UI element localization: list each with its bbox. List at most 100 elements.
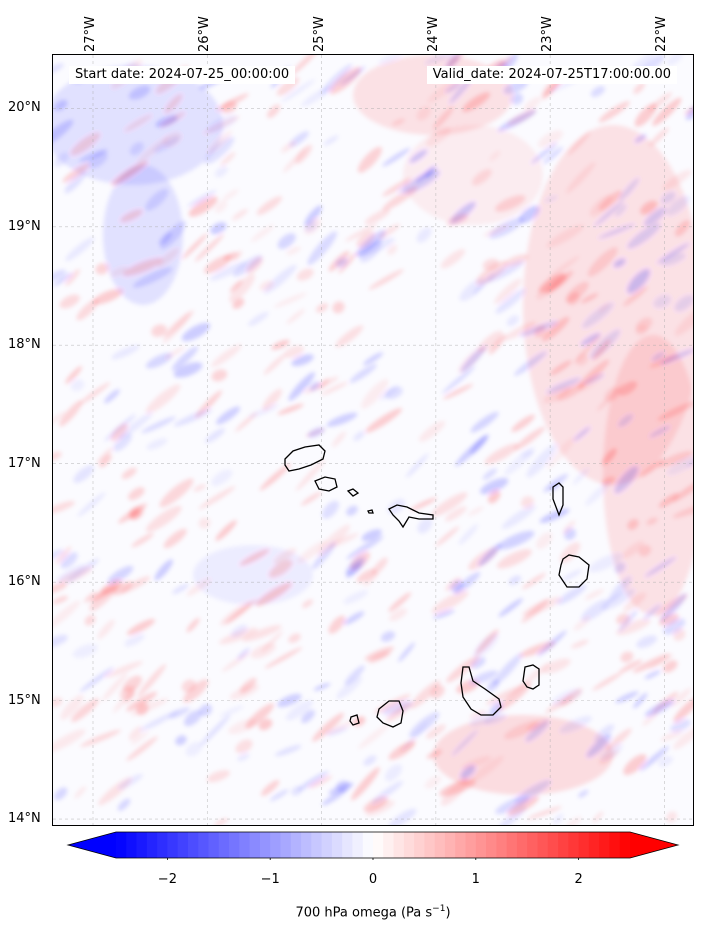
field-streak: [290, 55, 320, 76]
field-streak: [277, 233, 296, 250]
field-streak: [446, 55, 467, 69]
field-streak: [380, 631, 396, 642]
field-streak: [338, 252, 357, 274]
field-streak: [151, 324, 167, 337]
latitude-tick-label: 20°N: [8, 100, 41, 116]
colorbar-segment: [136, 832, 148, 858]
field-streak: [445, 577, 461, 591]
field-streak: [216, 93, 249, 111]
field-streak: [137, 663, 167, 698]
field-streak: [145, 353, 173, 369]
field-streak: [297, 771, 329, 791]
field-streak: [194, 234, 225, 262]
field-streak: [221, 652, 250, 672]
colorbar-segment: [331, 832, 343, 858]
field-streak: [444, 506, 467, 522]
field-streak: [92, 288, 123, 305]
field-streak: [649, 127, 669, 147]
field-streak: [649, 425, 671, 438]
colorbar-segment: [352, 832, 364, 858]
field-streak: [618, 381, 638, 396]
field-streak: [566, 816, 582, 825]
field-streak: [291, 354, 314, 367]
field-streak: [118, 773, 143, 790]
field-streak: [648, 654, 674, 670]
colorbar-segment: [126, 832, 137, 858]
field-streak: [181, 679, 196, 693]
colorbar-segment: [239, 832, 251, 858]
field-streak: [660, 348, 693, 365]
field-streak: [382, 147, 411, 167]
field-streak: [211, 369, 228, 382]
field-streak: [542, 316, 570, 342]
field-streak: [163, 528, 187, 549]
field-patch: [603, 335, 693, 615]
field-streak: [580, 293, 599, 304]
field-streak: [592, 339, 611, 361]
colorbar-segment: [496, 832, 508, 858]
field-streak: [655, 593, 689, 618]
field-streak: [398, 642, 415, 663]
field-streak: [325, 716, 364, 735]
field-streak: [418, 420, 446, 442]
field-streak: [357, 146, 382, 173]
field-streak: [614, 466, 639, 494]
field-streak: [344, 223, 378, 242]
field-streak: [406, 453, 429, 478]
field-streak: [661, 253, 686, 266]
field-streak: [118, 412, 153, 440]
field-streak: [78, 149, 108, 163]
field-streak: [113, 433, 133, 452]
colorbar-segment: [187, 832, 199, 858]
field-streak: [168, 707, 190, 719]
field-streak: [96, 447, 113, 464]
field-streak: [305, 428, 325, 437]
field-streak: [155, 115, 178, 128]
field-streak: [250, 224, 275, 242]
field-streak: [181, 233, 208, 260]
field-streak: [441, 366, 476, 394]
map-panel[interactable]: Start date: 2024-07-25_00:00:00 Valid_da…: [52, 54, 694, 826]
colorbar-segment: [290, 832, 302, 858]
field-streak: [74, 786, 87, 799]
field-streak: [627, 519, 639, 530]
field-streak: [95, 263, 109, 275]
field-streak: [62, 163, 90, 183]
field-streak: [131, 533, 154, 548]
field-streak: [635, 323, 648, 336]
field-streak: [328, 533, 359, 548]
field-streak: [146, 438, 168, 450]
field-streak: [666, 195, 690, 216]
gridlines: [53, 55, 693, 825]
latitude-tick-label: 15°N: [8, 692, 41, 708]
field-streak: [455, 435, 488, 467]
field-streak: [261, 780, 280, 796]
field-streak: [301, 599, 314, 609]
field-streak: [372, 557, 388, 575]
field-streak: [219, 601, 252, 626]
field-streak: [522, 572, 546, 590]
field-streak: [79, 382, 111, 405]
field-streak: [485, 685, 524, 705]
field-streak: [480, 477, 509, 495]
colorbar-tick-label: 1: [471, 872, 480, 887]
field-streak: [55, 546, 72, 565]
field-streak: [210, 222, 227, 235]
field-streak: [633, 55, 656, 68]
field-streak: [503, 321, 537, 341]
field-streak: [129, 142, 144, 156]
field-streak: [53, 549, 64, 561]
field-streak: [606, 728, 632, 751]
field-streak: [65, 268, 81, 286]
field-streak: [107, 565, 134, 584]
field-streak: [326, 726, 348, 736]
field-streak: [120, 576, 151, 594]
field-streak: [658, 755, 673, 767]
field-streak: [527, 806, 562, 820]
field-streak: [60, 694, 84, 720]
field-streak: [443, 383, 474, 400]
field-streak: [510, 93, 524, 105]
field-streak: [53, 697, 63, 707]
field-streak: [435, 526, 460, 547]
field-streak: [326, 412, 358, 427]
